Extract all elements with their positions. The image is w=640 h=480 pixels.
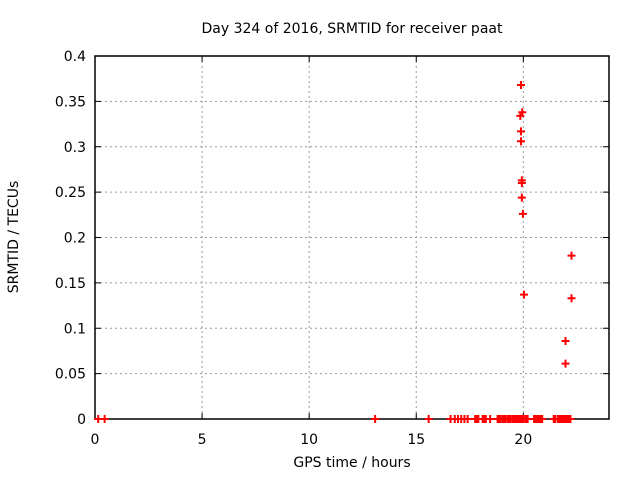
data-point-marker xyxy=(517,179,526,188)
data-point-marker xyxy=(538,415,547,423)
chart-title: Day 324 of 2016, SRMTID for receiver paa… xyxy=(202,21,503,37)
y-tick-label: 0.05 xyxy=(55,367,86,383)
y-tick-label: 0.1 xyxy=(64,321,86,337)
x-tick-label: 0 xyxy=(91,432,100,448)
tick-label-layer: 0 5 10 15 20 0 0.05 0.1 0.15 0.2 0.25 0.3 0.35 0.4 xyxy=(55,49,532,448)
x-tick-label: 15 xyxy=(407,432,425,448)
x-tick-label: 5 xyxy=(198,432,207,448)
x-tick-label: 20 xyxy=(514,432,532,448)
y-axis-label: SRMTID / TECUs xyxy=(6,181,22,294)
data-point-marker xyxy=(561,336,570,345)
data-point-marker xyxy=(100,415,109,423)
data-point-marker xyxy=(486,415,495,423)
data-point-marker xyxy=(516,111,525,120)
data-point-marker xyxy=(567,251,576,260)
grid-layer xyxy=(95,56,609,419)
points-layer xyxy=(94,81,576,423)
data-point-marker xyxy=(566,415,575,423)
data-point-marker xyxy=(516,127,525,136)
data-point-marker xyxy=(519,290,528,299)
y-tick-label: 0 xyxy=(77,412,86,428)
x-tick-label: 10 xyxy=(300,432,318,448)
y-tick-label: 0.2 xyxy=(64,231,86,247)
axis-layer xyxy=(94,55,610,420)
data-point-marker xyxy=(567,294,576,303)
x-axis-label: GPS time / hours xyxy=(293,455,410,471)
y-tick-label: 0.35 xyxy=(55,94,86,110)
data-point-marker xyxy=(518,209,527,218)
y-tick-label: 0.4 xyxy=(64,49,86,65)
data-point-marker xyxy=(516,81,525,90)
data-point-marker xyxy=(371,415,380,423)
y-tick-label: 0.3 xyxy=(64,140,86,156)
data-point-marker xyxy=(516,137,525,146)
y-tick-label: 0.15 xyxy=(55,276,86,292)
y-tick-label: 0.25 xyxy=(55,185,86,201)
data-point-marker xyxy=(463,415,472,423)
data-point-marker xyxy=(517,193,526,202)
data-point-marker xyxy=(561,359,570,368)
data-point-marker xyxy=(424,415,433,423)
